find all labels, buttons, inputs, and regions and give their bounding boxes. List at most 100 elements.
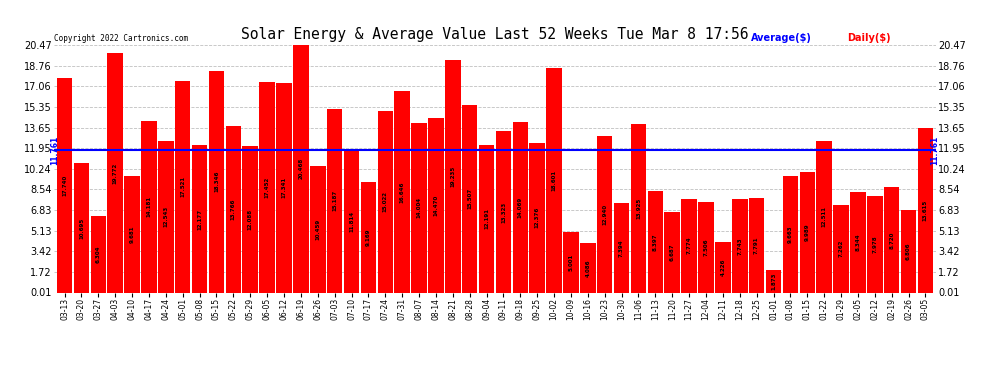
Text: 12.376: 12.376 — [535, 207, 540, 228]
Text: 6.806: 6.806 — [906, 243, 911, 260]
Text: 12.543: 12.543 — [163, 206, 168, 227]
Text: 18.346: 18.346 — [214, 171, 219, 192]
Text: 11.814: 11.814 — [349, 211, 354, 232]
Bar — [918, 128, 934, 292]
Text: 11.761: 11.761 — [931, 136, 940, 165]
Text: 5.001: 5.001 — [568, 254, 573, 271]
Bar — [243, 146, 258, 292]
Text: 17.740: 17.740 — [62, 175, 67, 196]
Text: 1.873: 1.873 — [771, 273, 776, 290]
Bar — [765, 270, 781, 292]
Text: 7.978: 7.978 — [872, 236, 877, 253]
Text: 10.695: 10.695 — [79, 217, 84, 238]
Text: 17.521: 17.521 — [180, 176, 185, 197]
Bar — [664, 212, 680, 292]
Text: 8.720: 8.720 — [889, 231, 894, 249]
Bar — [580, 243, 596, 292]
Bar — [834, 205, 848, 292]
Text: 17.452: 17.452 — [264, 177, 269, 198]
Text: 14.470: 14.470 — [434, 195, 439, 216]
Bar — [446, 60, 460, 292]
Text: 7.743: 7.743 — [738, 237, 742, 255]
Bar — [158, 141, 173, 292]
Bar — [344, 150, 359, 292]
Bar — [259, 81, 275, 292]
Text: 6.687: 6.687 — [669, 243, 675, 261]
Bar — [73, 163, 89, 292]
Title: Solar Energy & Average Value Last 52 Weeks Tue Mar 8 17:56: Solar Energy & Average Value Last 52 Wee… — [242, 27, 748, 42]
Bar — [901, 210, 917, 292]
Bar — [496, 132, 511, 292]
Bar — [394, 91, 410, 292]
Bar — [377, 111, 393, 292]
Bar — [310, 166, 326, 292]
Text: 14.004: 14.004 — [417, 197, 422, 219]
Text: 12.191: 12.191 — [484, 209, 489, 230]
Bar — [56, 78, 72, 292]
Text: 14.181: 14.181 — [147, 196, 151, 217]
Bar — [867, 196, 882, 292]
Text: 18.601: 18.601 — [551, 170, 556, 190]
Bar — [563, 232, 579, 292]
Bar — [108, 54, 123, 292]
Bar — [850, 192, 865, 292]
Bar — [631, 124, 646, 292]
Bar — [428, 118, 444, 292]
Text: 8.397: 8.397 — [652, 233, 657, 250]
Text: 13.323: 13.323 — [501, 201, 506, 223]
Text: 12.940: 12.940 — [602, 204, 607, 225]
Bar — [513, 122, 528, 292]
Bar — [681, 199, 697, 292]
Bar — [817, 141, 832, 292]
Text: Daily($): Daily($) — [847, 33, 891, 42]
Text: 9.169: 9.169 — [366, 228, 371, 246]
Bar — [360, 182, 376, 292]
Text: 12.511: 12.511 — [822, 207, 827, 228]
Text: 4.226: 4.226 — [721, 258, 726, 276]
Text: 15.022: 15.022 — [383, 191, 388, 212]
Text: 15.507: 15.507 — [467, 188, 472, 210]
Text: 19.235: 19.235 — [450, 166, 455, 187]
Text: Average($): Average($) — [750, 33, 812, 42]
Text: 7.506: 7.506 — [704, 238, 709, 256]
Bar — [209, 71, 225, 292]
Bar — [90, 216, 106, 292]
Text: 13.766: 13.766 — [231, 199, 236, 220]
Bar — [226, 126, 242, 292]
Text: 7.774: 7.774 — [687, 237, 692, 254]
Bar — [462, 105, 477, 292]
Text: 9.663: 9.663 — [788, 225, 793, 243]
Bar — [647, 191, 663, 292]
Text: 7.394: 7.394 — [619, 239, 624, 257]
Text: 10.459: 10.459 — [315, 219, 321, 240]
Bar — [479, 145, 494, 292]
Text: 20.468: 20.468 — [298, 158, 303, 180]
Text: 12.088: 12.088 — [248, 209, 252, 230]
Text: 19.772: 19.772 — [113, 162, 118, 184]
Text: 7.262: 7.262 — [839, 240, 843, 257]
Bar — [276, 83, 292, 292]
Text: 14.069: 14.069 — [518, 197, 523, 218]
Bar — [293, 45, 309, 292]
Bar — [783, 176, 798, 292]
Bar — [748, 198, 764, 292]
Bar — [698, 202, 714, 292]
Bar — [800, 172, 815, 292]
Text: 13.615: 13.615 — [923, 200, 928, 221]
Bar — [732, 199, 747, 292]
Bar — [715, 242, 731, 292]
Bar — [597, 136, 613, 292]
Text: 16.646: 16.646 — [400, 181, 405, 203]
Bar — [884, 187, 900, 292]
Text: 9.681: 9.681 — [130, 225, 135, 243]
Text: 9.989: 9.989 — [805, 224, 810, 241]
Bar — [192, 146, 207, 292]
Text: 8.344: 8.344 — [855, 233, 860, 251]
Text: 4.086: 4.086 — [585, 259, 590, 277]
Bar — [142, 121, 156, 292]
Text: 12.177: 12.177 — [197, 209, 202, 230]
Text: 7.791: 7.791 — [754, 237, 759, 254]
Bar — [614, 203, 630, 292]
Text: 11.761: 11.761 — [50, 136, 59, 165]
Bar — [175, 81, 190, 292]
